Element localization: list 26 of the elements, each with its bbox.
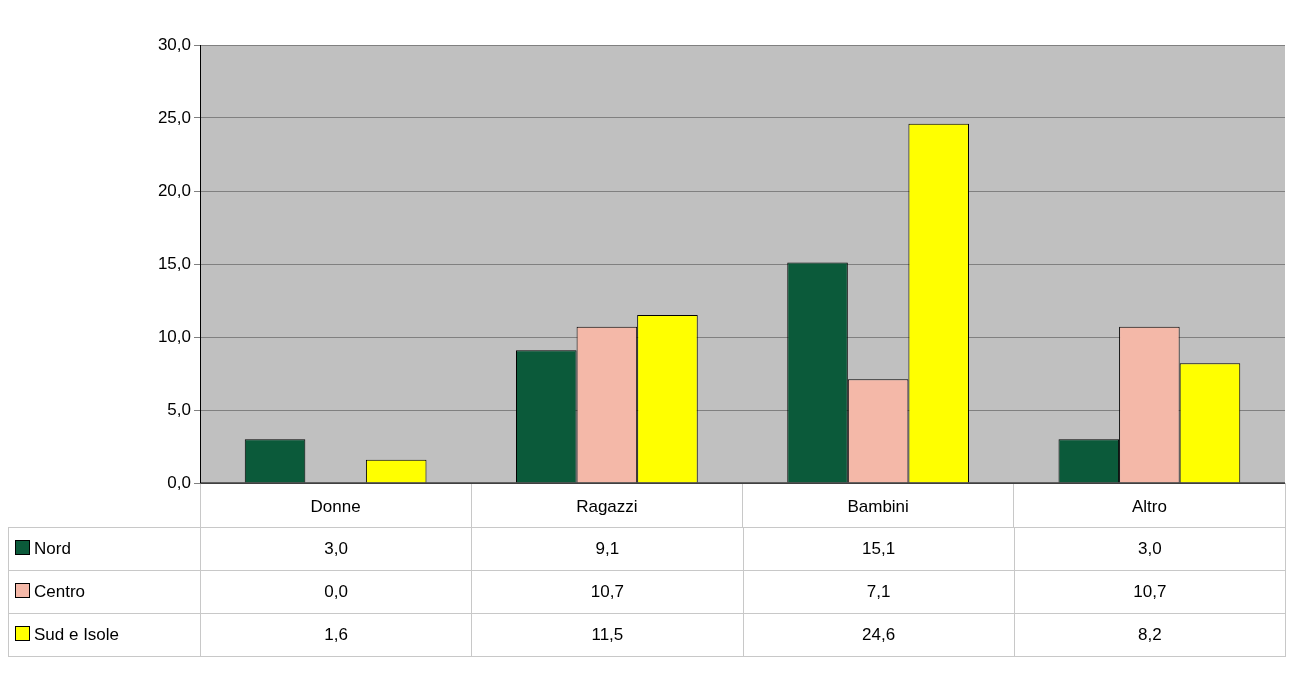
x-tick-label: Ragazzi xyxy=(576,496,638,516)
y-tick-label: 25,0 xyxy=(157,107,191,127)
data-label: 11,5 xyxy=(471,613,743,657)
data-label: 8,2 xyxy=(1014,613,1286,657)
data-label: 7,1 xyxy=(743,570,1015,614)
y-tick-label: 30,0 xyxy=(157,34,191,54)
data-label: 1,6 xyxy=(200,613,472,657)
x-tick-label: Donne xyxy=(310,496,361,516)
legend-label: Centro xyxy=(8,570,201,614)
x-tick-label: Bambini xyxy=(847,496,909,516)
x-tick-label: Altro xyxy=(1131,496,1167,516)
data-label: 24,6 xyxy=(743,613,1015,657)
data-label: 10,7 xyxy=(1014,570,1286,614)
data-label: 15,1 xyxy=(743,527,1015,571)
legend-label: Sud e Isole xyxy=(8,613,201,657)
y-tick-label: 5,0 xyxy=(167,399,191,419)
data-label: 9,1 xyxy=(471,527,743,571)
y-tick-label: 20,0 xyxy=(157,180,191,200)
y-tick-label: 15,0 xyxy=(157,253,191,273)
y-tick-label: 10,0 xyxy=(157,326,191,346)
data-label: 0,0 xyxy=(200,570,472,614)
data-label: 10,7 xyxy=(471,570,743,614)
y-tick-label: 0,0 xyxy=(167,472,191,492)
legend-label: Nord xyxy=(8,527,201,571)
data-label: 3,0 xyxy=(200,527,472,571)
data-label: 3,0 xyxy=(1014,527,1286,571)
